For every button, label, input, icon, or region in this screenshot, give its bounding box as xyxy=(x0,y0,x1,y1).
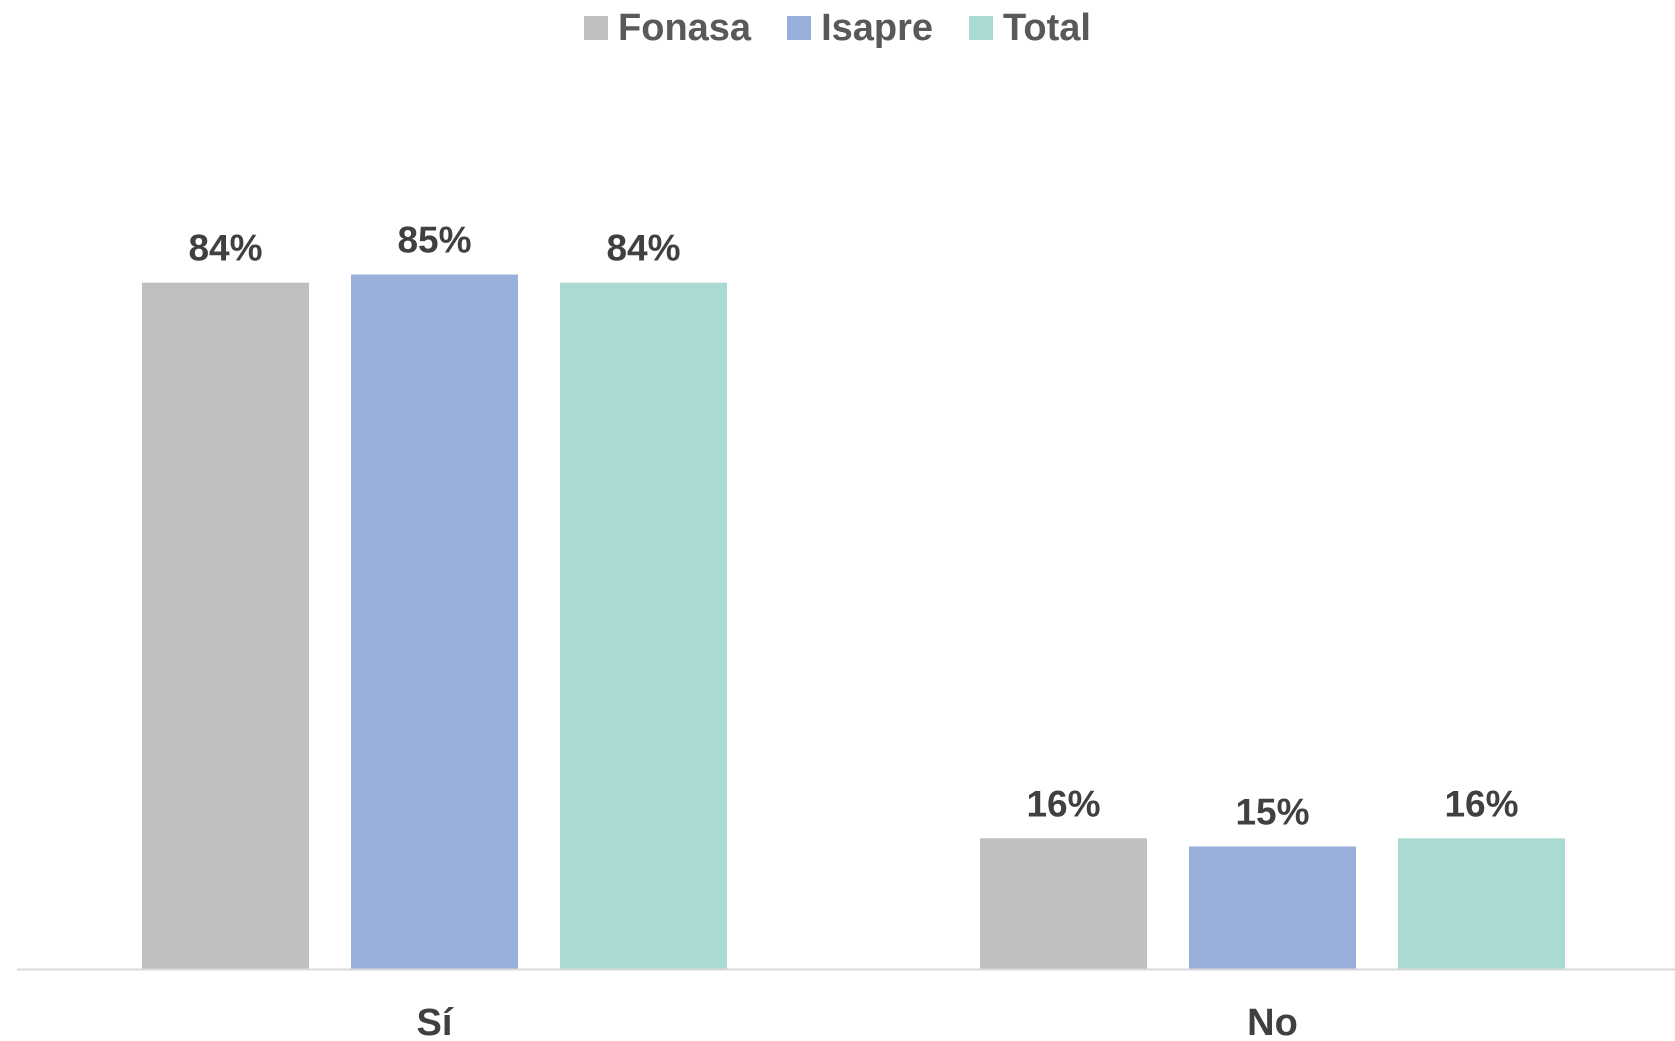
data-label-fonasa-si: 84% xyxy=(188,228,262,269)
legend-swatch-fonasa xyxy=(584,16,609,40)
bar-total-si xyxy=(560,282,727,970)
bar-isapre-no xyxy=(1189,846,1356,969)
legend-label-fonasa: Fonasa xyxy=(618,7,752,49)
legend-label-isapre: Isapre xyxy=(821,7,934,49)
data-label-isapre-si: 85% xyxy=(397,220,471,261)
legend-item-total: Total xyxy=(969,6,1091,50)
bar-fonasa-si xyxy=(142,282,309,970)
bar-isapre-si xyxy=(351,274,518,969)
data-label-isapre-no: 15% xyxy=(1235,791,1309,832)
category-label-no: No xyxy=(1247,1002,1298,1041)
legend-label-total: Total xyxy=(1003,7,1091,49)
legend-swatch-isapre xyxy=(787,16,812,40)
data-label-fonasa-no: 16% xyxy=(1026,783,1100,824)
legend-swatch-total xyxy=(969,16,994,40)
legend-item-isapre: Isapre xyxy=(787,6,933,50)
data-label-total-si: 84% xyxy=(606,228,680,269)
category-label-si: Sí xyxy=(417,1002,454,1041)
bar-fonasa-no xyxy=(980,838,1147,969)
data-label-total-no: 16% xyxy=(1444,783,1518,824)
legend-item-fonasa: Fonasa xyxy=(584,6,751,50)
chart-legend: Fonasa Isapre Total xyxy=(0,6,1675,50)
bar-total-no xyxy=(1398,838,1565,969)
